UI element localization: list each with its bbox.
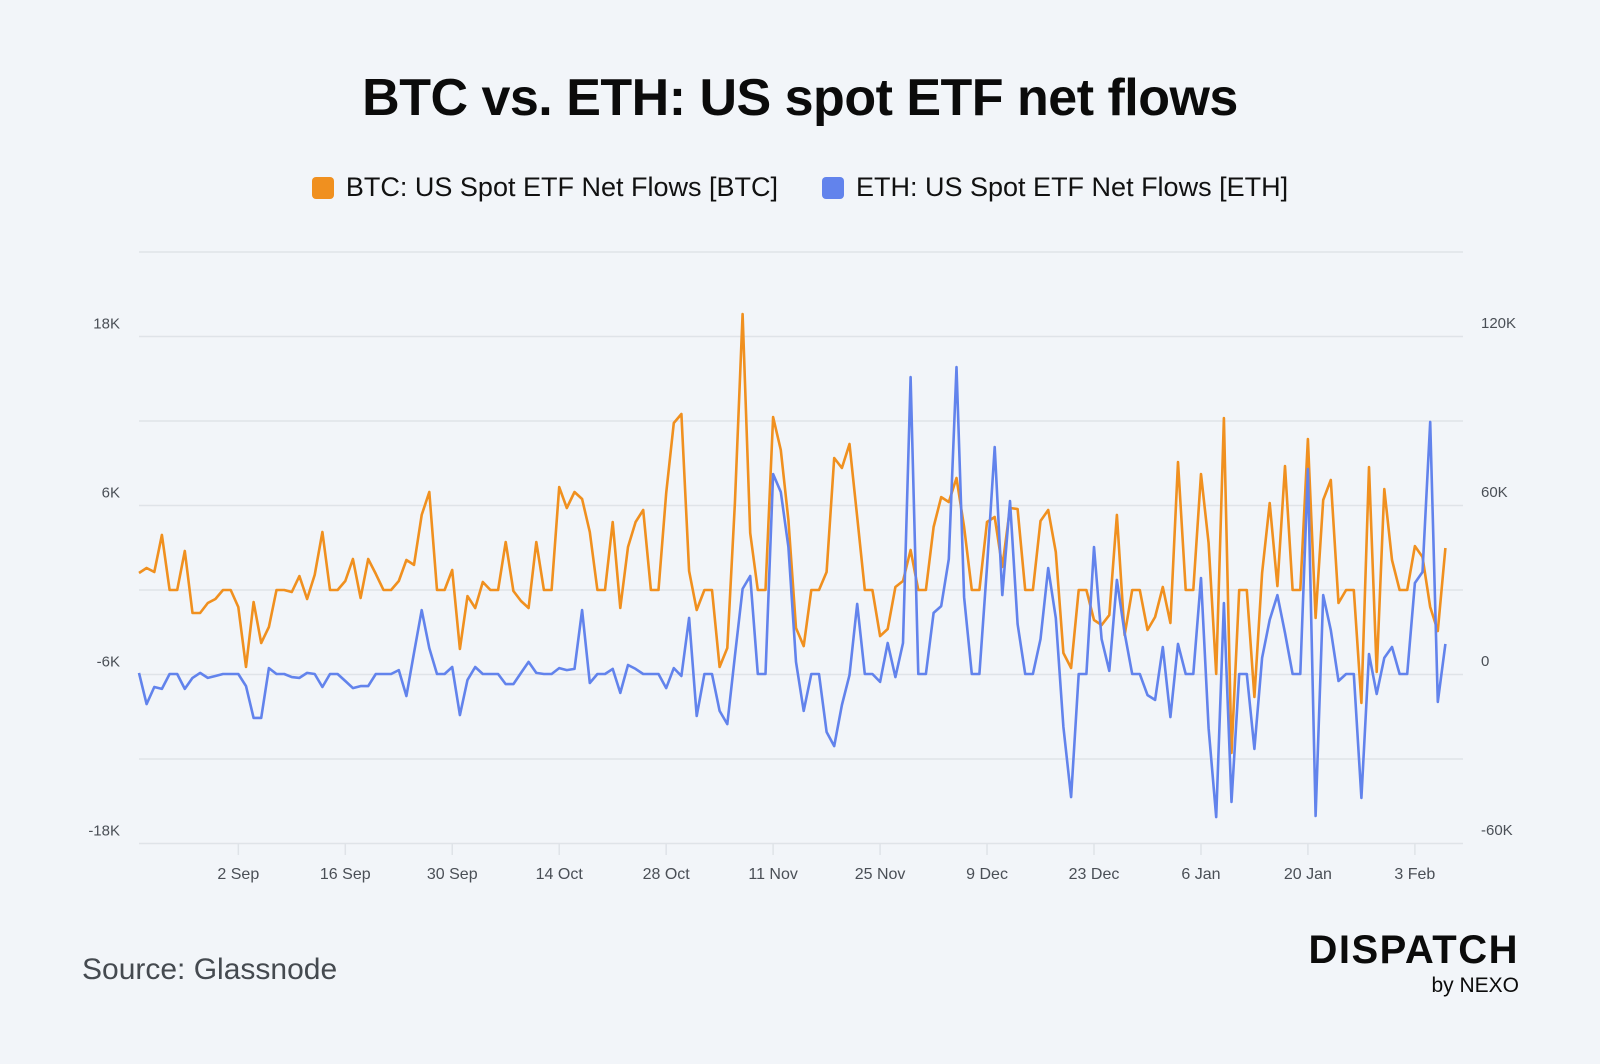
- eth-flows-line: [137, 365, 1447, 819]
- right-axis-tick-label: 0: [1481, 653, 1489, 670]
- left-axis-tick-label: 18K: [93, 316, 120, 333]
- x-axis-tick-label: 14 Oct: [536, 866, 584, 883]
- x-axis-tick-label: 9 Dec: [966, 866, 1008, 883]
- legend-item-eth[interactable]: ETH: US Spot ETF Net Flows [ETH]: [822, 172, 1288, 203]
- right-axis-tick-label: 120K: [1481, 315, 1516, 332]
- x-axis-tick-label: 2 Sep: [217, 866, 259, 883]
- right-axis-tick-label: 60K: [1481, 484, 1508, 501]
- legend: BTC: US Spot ETF Net Flows [BTC] ETH: US…: [0, 172, 1600, 203]
- legend-label-btc: BTC: US Spot ETF Net Flows [BTC]: [345, 172, 778, 202]
- x-axis-tick-label: 25 Nov: [855, 866, 906, 883]
- left-axis-tick-label: -18K: [88, 823, 120, 840]
- left-axis-tick-label: -6K: [97, 654, 120, 671]
- x-axis-tick-label: 28 Oct: [643, 866, 691, 883]
- x-axis-tick-label: 6 Jan: [1181, 866, 1220, 883]
- btc-flows-line: [138, 312, 1447, 755]
- dispatch-logo: DISPATCH by NEXO: [1255, 930, 1519, 998]
- x-axis-tick-label: 30 Sep: [427, 866, 478, 883]
- chart-title: BTC vs. ETH: US spot ETF net flows: [362, 69, 1238, 127]
- right-axis-tick-label: -60K: [1481, 822, 1513, 839]
- x-axis-tick-label: 11 Nov: [748, 866, 798, 883]
- legend-swatch-eth: [822, 176, 844, 199]
- x-axis-tick-label: 20 Jan: [1284, 866, 1332, 883]
- x-axis-tick-label: 3 Feb: [1394, 866, 1435, 883]
- x-axis-tick-label: 23 Dec: [1069, 866, 1120, 883]
- legend-swatch-btc: [311, 176, 334, 199]
- legend-item-btc[interactable]: BTC: US Spot ETF Net Flows [BTC]: [311, 172, 778, 203]
- logo-wordmark: DISPATCH: [1308, 928, 1519, 972]
- left-axis-tick-label: 6K: [102, 485, 120, 502]
- x-axis-tick-label: 16 Sep: [320, 866, 371, 883]
- legend-label-eth: ETH: US Spot ETF Net Flows [ETH]: [856, 172, 1289, 202]
- source-note: Source: Glassnode: [82, 953, 338, 986]
- logo-byline: by NEXO: [1431, 974, 1519, 997]
